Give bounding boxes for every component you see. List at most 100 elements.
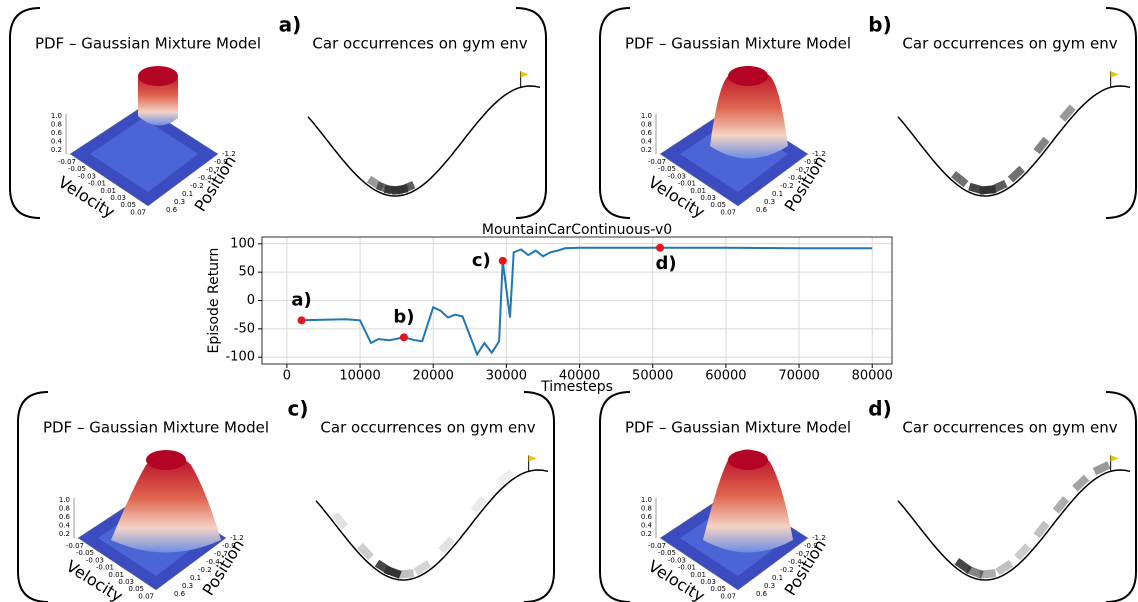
velocity-tick-label: -0.03 bbox=[668, 556, 686, 564]
velocity-tick-label: 0.07 bbox=[720, 208, 736, 216]
bracket-right bbox=[1105, 391, 1137, 602]
marker-label: d) bbox=[655, 253, 676, 274]
car bbox=[331, 512, 349, 530]
position-tick-label: -0.4 bbox=[788, 174, 802, 182]
position-tick-label: -0.7 bbox=[206, 166, 220, 174]
bracket-left bbox=[9, 7, 41, 219]
bracket-left bbox=[599, 391, 631, 602]
car bbox=[366, 175, 385, 192]
marker bbox=[399, 333, 408, 342]
position-tick-label: 0.3 bbox=[764, 582, 775, 590]
surface-peak bbox=[111, 453, 221, 553]
position-tick-label: -0.2 bbox=[198, 566, 212, 574]
marker-label: b) bbox=[393, 306, 414, 327]
velocity-tick-label: 0.07 bbox=[138, 592, 154, 600]
y-tick-label: 100 bbox=[230, 236, 255, 251]
pdf-title: PDF – Gaussian Mixture Model bbox=[625, 35, 851, 53]
env-title: Car occurrences on gym env bbox=[902, 419, 1117, 437]
position-tick-label: -0.9 bbox=[222, 542, 236, 550]
z-tick-label: 0.8 bbox=[641, 505, 652, 513]
marker-label: c) bbox=[472, 250, 491, 271]
panel: a) PDF – Gaussian Mixture Model Car occurr… bbox=[9, 7, 547, 222]
pdf-title: PDF – Gaussian Mixture Model bbox=[625, 419, 851, 437]
position-tick-label: 0.1 bbox=[182, 190, 193, 198]
position-tick-label: -1.2 bbox=[812, 150, 826, 158]
panel: b) PDF – Gaussian Mixture Model Car occurr… bbox=[599, 7, 1137, 222]
mountain bbox=[315, 469, 549, 581]
surface-peak-top bbox=[728, 66, 768, 86]
x-tick-label: 30000 bbox=[486, 369, 527, 384]
position-tick-label: -1.2 bbox=[230, 534, 244, 542]
z-tick-label: 0.2 bbox=[51, 146, 62, 154]
position-tick-label: 0.3 bbox=[174, 198, 185, 206]
car bbox=[496, 469, 515, 486]
velocity-tick-label: -0.05 bbox=[658, 165, 676, 173]
position-tick-label: 0.1 bbox=[772, 574, 783, 582]
marker-label: a) bbox=[291, 289, 311, 310]
car bbox=[438, 536, 456, 554]
chart-title: MountainCarContinuous-v0 bbox=[482, 222, 672, 238]
car bbox=[383, 565, 402, 579]
flag bbox=[1110, 71, 1119, 78]
velocity-tick-label: 0.03 bbox=[118, 578, 134, 586]
velocity-tick-label: -0.07 bbox=[66, 542, 84, 550]
velocity-tick-label: -0.05 bbox=[68, 165, 86, 173]
x-tick-label: 40000 bbox=[559, 369, 600, 384]
panel: c) PDF – Gaussian Mixture Model Car occurr… bbox=[17, 391, 555, 602]
position-tick-label: 0.3 bbox=[182, 582, 193, 590]
pdf-title: PDF – Gaussian Mixture Model bbox=[35, 35, 261, 53]
z-tick-label: 0.6 bbox=[59, 513, 71, 521]
bracket-right bbox=[1105, 7, 1137, 219]
position-tick-label: 0.1 bbox=[190, 574, 201, 582]
y-tick-label: -50 bbox=[234, 321, 255, 336]
x-tick-label: 60000 bbox=[705, 369, 746, 384]
car bbox=[1007, 165, 1025, 183]
surface-peak-top bbox=[146, 450, 186, 470]
car bbox=[1092, 461, 1111, 476]
position-tick-label: -0.4 bbox=[198, 174, 212, 182]
z-tick-label: 1.0 bbox=[51, 112, 62, 120]
marker bbox=[656, 243, 665, 252]
position-tick-label: 0.1 bbox=[772, 190, 783, 198]
position-tick-label: 0.6 bbox=[174, 590, 186, 598]
y-tick-label: -100 bbox=[225, 350, 255, 365]
series-line bbox=[301, 246, 873, 357]
y-tick-label: 0 bbox=[247, 293, 255, 308]
z-tick-label: 0.6 bbox=[641, 513, 653, 521]
z-tick-label: 1.0 bbox=[641, 112, 652, 120]
position-tick-label: -0.2 bbox=[780, 182, 794, 190]
x-tick-label: 80000 bbox=[852, 369, 893, 384]
position-tick-label: -0.7 bbox=[796, 550, 810, 558]
velocity-tick-label: 0.01 bbox=[690, 187, 706, 195]
pdf-title: PDF – Gaussian Mixture Model bbox=[43, 419, 269, 437]
surface-peak-top bbox=[138, 66, 178, 86]
z-tick-label: 1.0 bbox=[59, 496, 70, 504]
car bbox=[357, 542, 374, 561]
velocity-tick-label: -0.01 bbox=[88, 180, 106, 188]
mountain bbox=[307, 85, 541, 197]
flag bbox=[528, 455, 537, 462]
marker bbox=[498, 256, 507, 265]
x-axis-label: Timesteps bbox=[540, 379, 613, 395]
plot-frame bbox=[261, 236, 893, 365]
z-tick-label: 0.4 bbox=[51, 138, 63, 146]
position-tick-label: -0.9 bbox=[804, 542, 818, 550]
z-tick-label: 0.2 bbox=[59, 530, 70, 538]
velocity-tick-label: 0.05 bbox=[120, 201, 136, 209]
position-tick-label: -0.7 bbox=[214, 550, 228, 558]
velocity-tick-label: 0.07 bbox=[130, 208, 146, 216]
car bbox=[989, 179, 1008, 194]
z-tick-label: 0.6 bbox=[641, 129, 653, 137]
velocity-tick-label: -0.07 bbox=[58, 158, 76, 166]
position-tick-label: 0.6 bbox=[166, 206, 178, 214]
surface-base-shade bbox=[90, 118, 198, 192]
y-tick-label: 50 bbox=[238, 265, 255, 280]
car bbox=[995, 559, 1014, 576]
x-tick-label: 20000 bbox=[413, 369, 454, 384]
car bbox=[1052, 496, 1070, 514]
velocity-tick-label: 0.03 bbox=[700, 578, 716, 586]
env-title: Car occurrences on gym env bbox=[312, 35, 527, 53]
bracket-right bbox=[523, 391, 555, 602]
position-tick-label: 0.6 bbox=[756, 590, 768, 598]
velocity-tick-label: -0.07 bbox=[648, 542, 666, 550]
